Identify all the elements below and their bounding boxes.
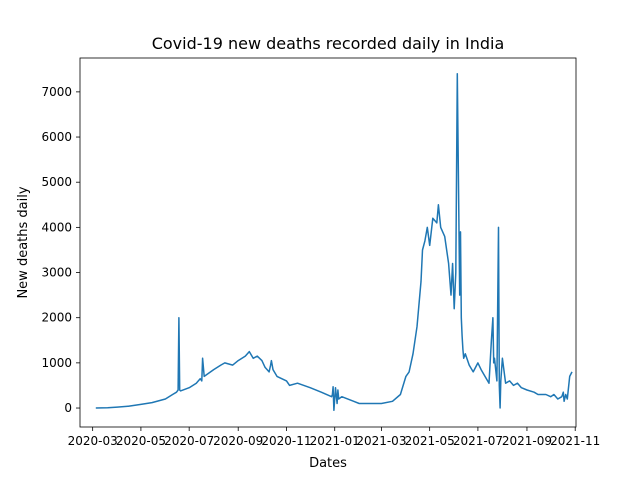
x-tick-label: 2021-05 [405,434,455,448]
x-tick-label: 2020-11 [261,434,311,448]
x-tick-label: 2020-07 [164,434,214,448]
x-tick-label: 2021-01 [310,434,360,448]
x-tick-label: 2021-11 [550,434,600,448]
y-tick-label: 6000 [41,130,72,144]
series-layer [95,73,573,412]
plot-area [80,58,576,427]
x-tick-label: 2020-09 [213,434,263,448]
x-axis: 2020-032020-052020-072020-092020-112021-… [68,427,600,448]
y-tick-label: 4000 [41,220,72,234]
y-tick-label: 3000 [41,266,72,280]
chart-title: Covid-19 new deaths recorded daily in In… [152,34,505,53]
x-axis-label: Dates [309,456,347,471]
y-tick-label: 5000 [41,175,72,189]
y-tick-label: 0 [64,401,72,415]
y-tick-label: 7000 [41,85,72,99]
y-axis-label: New deaths daily [16,186,31,298]
series-line [95,73,573,412]
y-tick-label: 1000 [41,356,72,370]
x-tick-label: 2020-05 [116,434,166,448]
y-tick-label: 2000 [41,311,72,325]
x-tick-label: 2020-03 [68,434,118,448]
x-tick-label: 2021-09 [502,434,552,448]
x-tick-label: 2021-03 [356,434,406,448]
y-axis: 0 1000 2000 3000 4000 5000 6000 7000 [41,85,80,415]
plot-frame [79,57,577,428]
x-tick-label: 2021-07 [453,434,503,448]
